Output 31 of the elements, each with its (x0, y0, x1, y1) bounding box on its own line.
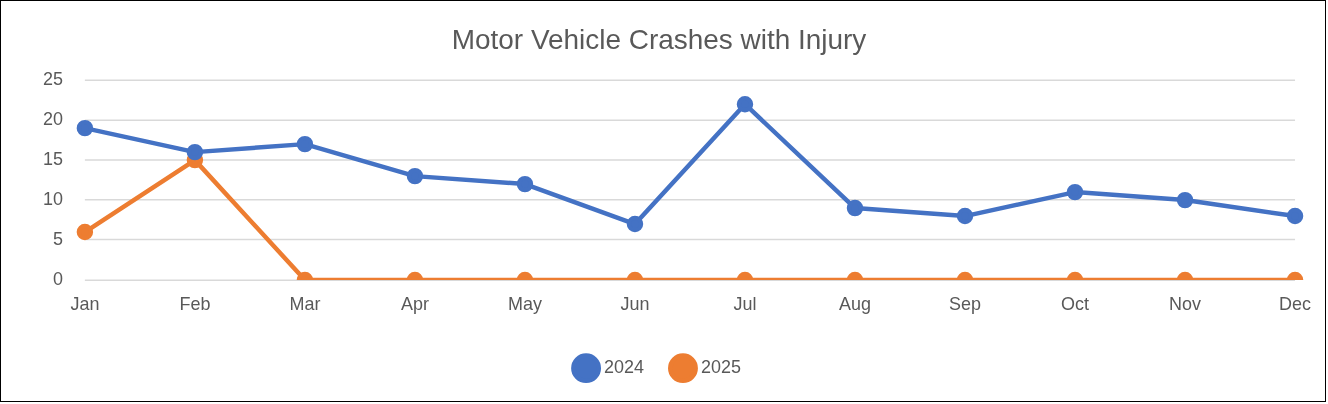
y-tick-label: 0 (52, 268, 63, 289)
x-tick-label: Apr (400, 293, 429, 314)
point (406, 167, 424, 185)
chart-title: Motor Vehicle Crashes with Injury (451, 24, 867, 56)
y-tick-label: 20 (42, 109, 63, 130)
point (1176, 191, 1194, 209)
x-tick-label: May (507, 293, 542, 314)
point (186, 143, 204, 161)
y-tick-label: 10 (42, 189, 63, 210)
point (516, 175, 534, 193)
x-tick-label: Feb (179, 293, 211, 314)
point (76, 119, 94, 137)
x-tick-label: Aug (839, 293, 871, 314)
legend-label: 2024 (604, 357, 645, 378)
x-tick-label: Jun (620, 293, 650, 314)
x-tick-label: Dec (1279, 293, 1312, 314)
x-tick-label: Oct (1061, 293, 1090, 314)
x-tick-label: Nov (1169, 293, 1202, 314)
y-tick-label: 15 (42, 149, 63, 170)
point (846, 199, 864, 217)
legend-label: 2025 (700, 357, 741, 378)
point (1286, 207, 1304, 225)
x-tick-label: Sep (949, 293, 982, 314)
y-tick-label: 5 (52, 229, 63, 249)
x-tick-label: Jan (70, 293, 100, 314)
x-tick-label: Mar (289, 293, 321, 314)
point (956, 207, 974, 225)
x-tick-label: Jul (733, 293, 757, 314)
y-tick-label: 25 (42, 69, 63, 90)
point (296, 135, 314, 153)
point (1066, 183, 1084, 201)
